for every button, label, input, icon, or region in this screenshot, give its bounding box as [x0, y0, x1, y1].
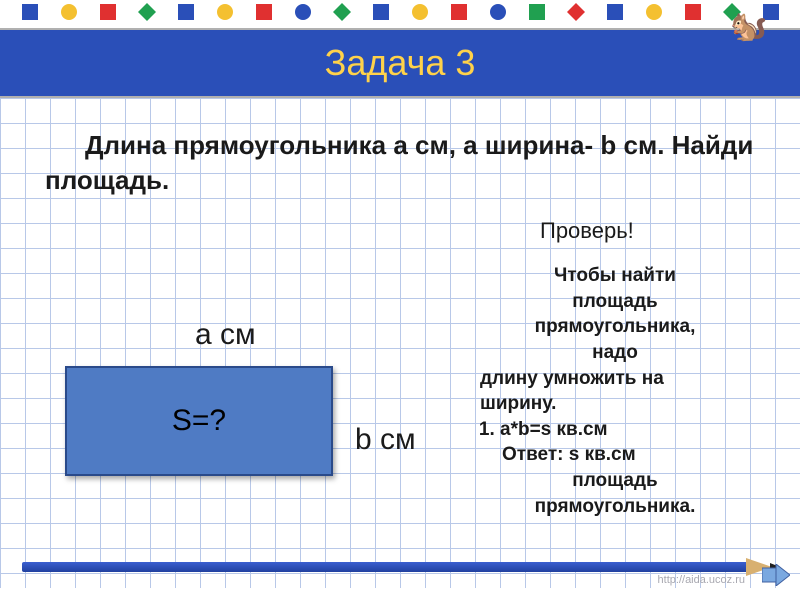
decor-shape	[293, 2, 313, 27]
decor-shape	[410, 2, 430, 27]
rectangle-diagram: а см S=? b см	[60, 318, 420, 538]
solution-line: площадь	[460, 289, 770, 315]
solution-line: Чтобы найти	[460, 263, 770, 289]
decor-shape	[644, 2, 664, 27]
label-length-a: а см	[195, 318, 256, 352]
decor-shape	[20, 2, 40, 27]
solution-line: длину умножить на	[460, 366, 770, 392]
solution-block: Чтобы найти площадь прямоугольника, надо…	[460, 263, 770, 519]
title-banner: Задача 3 🐿️	[0, 28, 800, 98]
problem-statement: Длина прямоугольника a см, а ширина- b с…	[45, 128, 755, 198]
solution-line: ширину.	[460, 391, 770, 417]
decorative-top-border	[0, 0, 800, 28]
solution-step: a*b=s кв.см	[500, 417, 770, 443]
decor-shape	[683, 2, 703, 27]
title-text: Задача 3	[325, 42, 476, 84]
decor-shape	[215, 2, 235, 27]
solution-line: надо	[460, 340, 770, 366]
decor-shape	[59, 2, 79, 27]
decor-shape	[449, 2, 469, 27]
decor-shape	[566, 2, 586, 27]
decor-shape	[605, 2, 625, 27]
check-label: Проверь!	[540, 218, 634, 244]
decor-shape	[332, 2, 352, 27]
rectangle-shape: S=?	[65, 366, 333, 476]
decor-shape	[254, 2, 274, 27]
decor-shape	[371, 2, 391, 27]
decor-shape	[98, 2, 118, 27]
decor-shape	[527, 2, 547, 27]
rectangle-area-label: S=?	[172, 404, 226, 438]
decor-shape	[176, 2, 196, 27]
solution-answer: площадь	[460, 468, 770, 494]
corner-nav-icon	[762, 564, 790, 586]
squirrel-icon: 🐿️	[730, 12, 770, 52]
solution-answer: Ответ: s кв.см	[460, 442, 770, 468]
decor-shape	[488, 2, 508, 27]
solution-line: прямоугольника,	[460, 314, 770, 340]
label-width-b: b см	[355, 423, 416, 457]
solution-answer: прямоугольника.	[460, 494, 770, 520]
content-grid: Длина прямоугольника a см, а ширина- b с…	[0, 98, 800, 588]
footer-link: http://aida.ucoz.ru	[658, 574, 745, 586]
decor-shape	[137, 2, 157, 27]
